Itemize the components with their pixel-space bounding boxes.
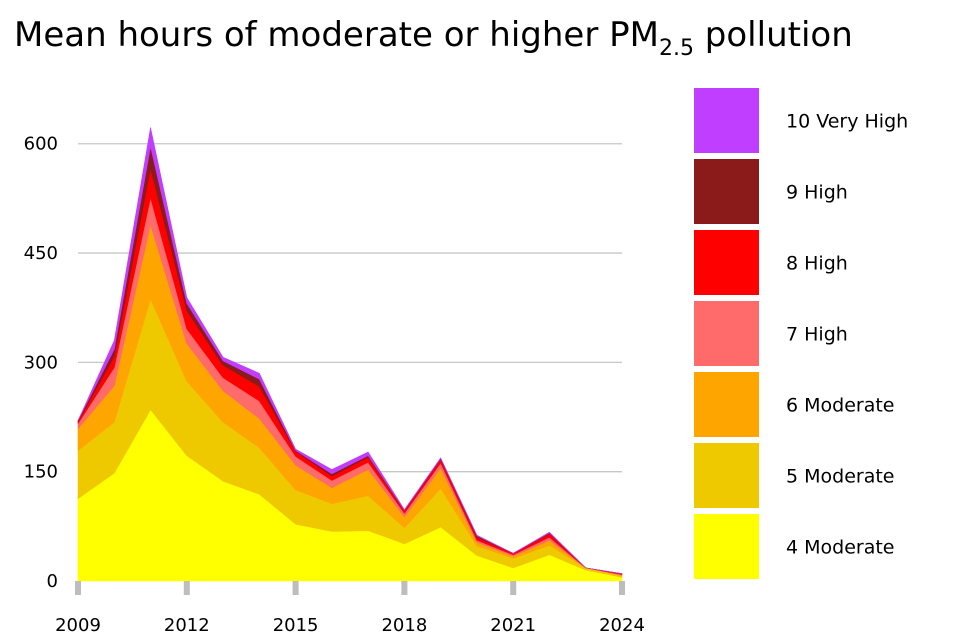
area-series-group bbox=[77, 127, 623, 582]
legend-swatch-6 bbox=[694, 159, 759, 224]
y-tick-label-300: 300 bbox=[24, 352, 58, 373]
y-tick-label-450: 450 bbox=[24, 243, 58, 264]
x-tick-mark-2012 bbox=[183, 581, 190, 595]
x-tick-mark-2024 bbox=[619, 581, 625, 595]
y-tick-label-150: 150 bbox=[24, 462, 58, 483]
chart-title-main: Mean hours of moderate or higher PM bbox=[14, 15, 659, 55]
legend-label-2: 5 Moderate bbox=[786, 466, 895, 488]
chart-title-suffix: pollution bbox=[694, 15, 853, 55]
legend-label-4: 7 High bbox=[786, 324, 848, 346]
y-tick-label-600: 600 bbox=[24, 134, 58, 155]
x-tick-label-2012: 2012 bbox=[164, 615, 210, 636]
x-tick-mark-2018 bbox=[401, 581, 408, 595]
y-tick-label-0: 0 bbox=[47, 571, 58, 592]
legend-label-6: 9 High bbox=[786, 182, 848, 204]
legend-label-3: 6 Moderate bbox=[786, 395, 895, 417]
legend: 10 Very High 9 High 8 High 7 High 6 Moderate… bbox=[694, 88, 908, 579]
x-tick-mark-2021 bbox=[510, 581, 517, 595]
chart-title: Mean hours of moderate or higher PM2.5 p… bbox=[14, 15, 853, 61]
x-tick-label-2024: 2024 bbox=[599, 615, 645, 636]
x-tick-mark-2009 bbox=[75, 581, 81, 595]
legend-swatch-5 bbox=[694, 230, 759, 295]
legend-label-7: 10 Very High bbox=[786, 111, 908, 133]
x-tick-label-2009: 2009 bbox=[55, 615, 101, 636]
legend-label-1: 4 Moderate bbox=[786, 537, 895, 559]
axes: 2009 2012 2015 2018 2021 2024 0 150 300 450 600 bbox=[24, 134, 645, 636]
legend-label-5: 8 High bbox=[786, 253, 848, 275]
chart-title-subscript: 2.5 bbox=[659, 36, 694, 61]
legend-swatch-4 bbox=[694, 301, 759, 366]
area-series-7 bbox=[77, 127, 623, 575]
legend-swatch-1 bbox=[694, 514, 759, 579]
x-tick-mark-2015 bbox=[292, 581, 299, 595]
legend-swatch-3 bbox=[694, 372, 759, 437]
legend-swatch-2 bbox=[694, 443, 759, 508]
x-tick-label-2018: 2018 bbox=[381, 615, 427, 636]
x-tick-label-2015: 2015 bbox=[273, 615, 319, 636]
x-tick-label-2021: 2021 bbox=[490, 615, 536, 636]
legend-swatch-7 bbox=[694, 88, 759, 153]
